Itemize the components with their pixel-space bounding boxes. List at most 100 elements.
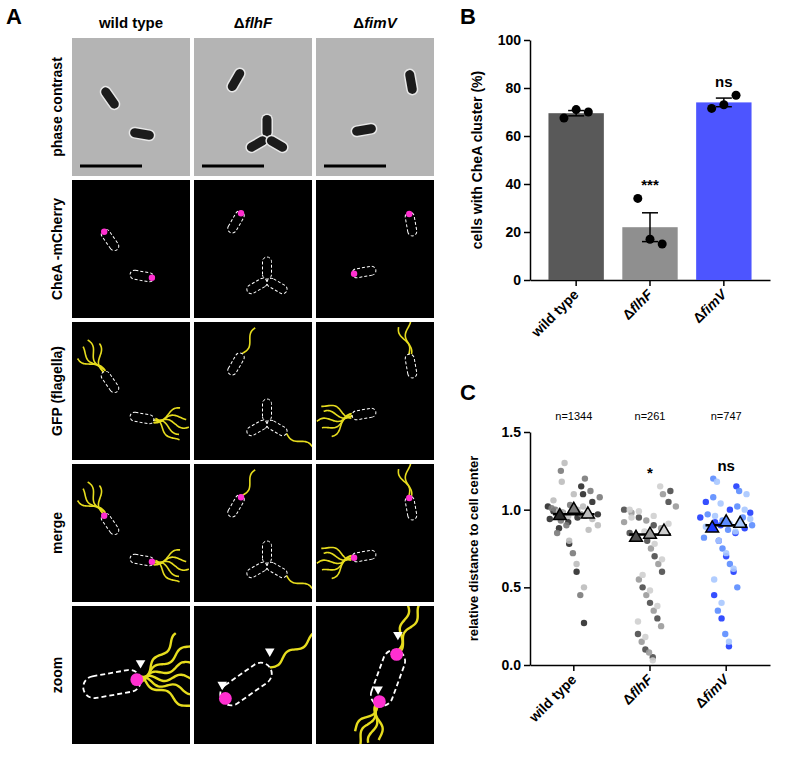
cell-point: [712, 513, 718, 519]
y-axis-line: [530, 433, 532, 666]
cell: [351, 123, 376, 136]
arrowhead: [217, 682, 227, 690]
flagellum: [155, 560, 179, 581]
y-tick-label: 0.5: [502, 579, 522, 595]
cell-point: [563, 522, 569, 528]
significance-label: ns: [715, 73, 733, 90]
cell-point: [725, 527, 731, 533]
x-tick-label: wild type: [525, 671, 580, 726]
column-header: ΔflhF: [234, 14, 273, 31]
cell-point: [642, 634, 648, 640]
replicate-point: [707, 104, 716, 113]
tile-background: [194, 606, 312, 744]
flagellum: [242, 328, 255, 354]
cell-point: [697, 514, 703, 520]
cell-point: [657, 483, 663, 489]
significance-label: ***: [641, 176, 659, 193]
image-tile: [194, 606, 316, 744]
y-tick-label: 0: [513, 272, 521, 288]
cell-point: [659, 556, 665, 562]
y-tick-mark: [524, 665, 530, 667]
arrowhead: [373, 686, 383, 694]
tile-background: [72, 38, 190, 176]
cell-point: [658, 623, 664, 629]
chea-cluster: [373, 695, 386, 708]
image-tile: [316, 38, 434, 176]
error-bar-cap: [568, 115, 584, 117]
cell-point: [701, 534, 707, 540]
tile-background: [316, 180, 434, 318]
arrowhead: [136, 660, 146, 668]
x-tick-label: ΔfimV: [690, 285, 731, 326]
cell-point: [621, 506, 627, 512]
cell-point: [660, 491, 666, 497]
cell-point: [704, 511, 710, 517]
row-label: zoom: [49, 657, 65, 694]
significance-label: *: [647, 464, 653, 481]
chea-cluster: [351, 555, 357, 561]
cell-point: [727, 506, 733, 512]
cell-point: [570, 550, 576, 556]
flagellum: [98, 485, 103, 514]
flagellum: [154, 562, 179, 576]
column-header: ΔfimV: [353, 14, 398, 31]
cell-point: [581, 620, 587, 626]
plot-area: [545, 460, 756, 664]
cell-point: [716, 538, 722, 544]
cell-point: [667, 488, 673, 494]
tile-background: [316, 322, 434, 460]
cell-point: [718, 615, 724, 621]
cell-point: [643, 517, 649, 523]
flagellum: [155, 418, 179, 439]
image-tile: [72, 322, 190, 460]
cell-point: [639, 572, 645, 578]
y-axis: 020406080100: [498, 32, 531, 288]
chea-cluster: [101, 513, 107, 519]
cell-point: [573, 569, 579, 575]
cell-point: [635, 618, 641, 624]
cell-outline: [368, 647, 409, 709]
tile-background: [194, 464, 312, 602]
flagellum: [270, 632, 312, 667]
replicate-mean: [581, 507, 594, 518]
y-tick-mark: [524, 432, 530, 434]
y-tick-label: 40: [505, 176, 521, 192]
cell: [226, 67, 246, 92]
tile-background: [72, 180, 190, 318]
y-tick-mark: [524, 232, 530, 234]
cell: [263, 115, 272, 137]
cell-point: [710, 494, 716, 500]
column-header: wild type: [98, 14, 163, 31]
chea-cluster: [149, 275, 155, 281]
y-axis-title: relative distance to cell center: [466, 456, 481, 642]
cell-point: [639, 584, 645, 590]
chea-cluster: [130, 673, 143, 686]
bar: [548, 113, 603, 280]
x-tick: ΔfimV: [690, 280, 731, 326]
replicate-mean: [658, 524, 671, 535]
chea-cluster: [406, 495, 412, 501]
x-tick-mark: [725, 665, 727, 671]
y-tick: 0: [513, 272, 530, 288]
cell-outline: [245, 277, 269, 296]
x-tick-label: ΔflhF: [619, 286, 656, 323]
flagellum: [332, 416, 353, 436]
tile-background: [194, 180, 312, 318]
tile-background: [72, 606, 190, 744]
image-tile: [194, 180, 312, 318]
cell-outline: [226, 209, 246, 234]
cell-point: [635, 631, 641, 637]
flagellum: [88, 482, 106, 513]
cell: [404, 69, 417, 94]
cell-outline: [129, 411, 154, 424]
cell-point: [717, 500, 723, 506]
cell: [99, 86, 120, 111]
x-tick-mark: [573, 665, 575, 671]
flagellum: [321, 547, 351, 560]
arrowhead: [265, 649, 275, 657]
cell-outline: [99, 370, 120, 395]
chea-cluster: [219, 692, 232, 705]
figure-svg: Awild typeΔflhFΔfimVphase contrastCheA -…: [0, 0, 790, 760]
chart-b: B020406080100wild typeΔflhFΔfimVcells wi…: [460, 4, 771, 341]
cell-outline: [226, 493, 246, 518]
